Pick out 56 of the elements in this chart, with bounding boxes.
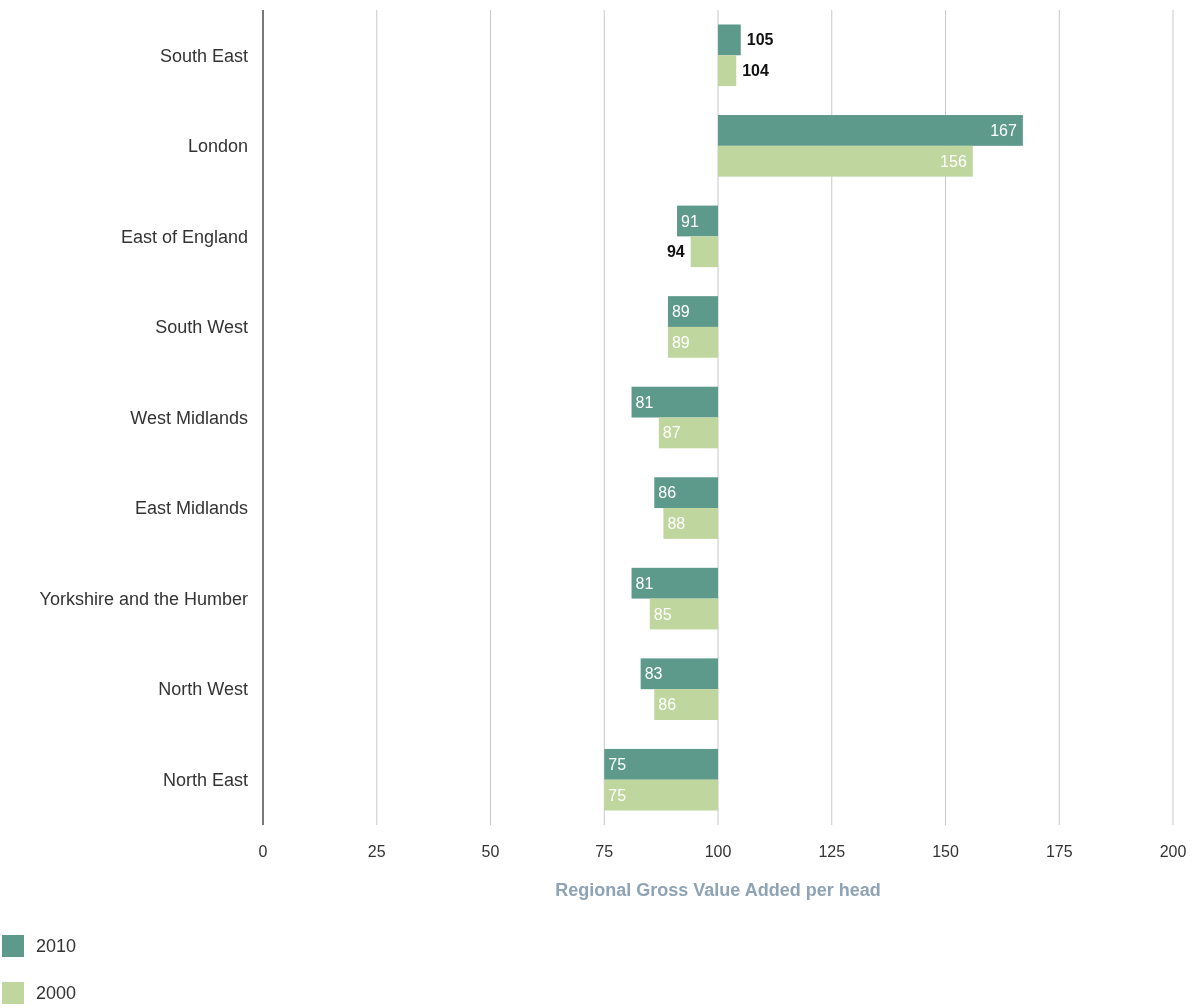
y-tick-label: South East — [159, 45, 248, 66]
y-tick-label: East Midlands — [134, 498, 248, 519]
y-tick-label: East of England — [120, 226, 248, 247]
bar — [654, 477, 718, 509]
data-label: 94 — [666, 243, 685, 261]
bar — [658, 417, 718, 449]
x-tick-label: 150 — [932, 843, 959, 860]
y-tick-label: West Midlands — [130, 407, 248, 428]
x-tick-label: 200 — [1159, 843, 1187, 860]
data-label: 167 — [990, 122, 1017, 140]
y-tick-label: London — [187, 136, 248, 157]
bar — [604, 748, 718, 780]
data-label: 89 — [671, 333, 690, 351]
data-label: 88 — [667, 515, 686, 533]
x-tick-label: 75 — [595, 843, 614, 860]
x-tick-label: 100 — [704, 843, 732, 860]
legend-label: 2010 — [36, 936, 77, 957]
data-label: 75 — [608, 755, 627, 773]
data-label: 91 — [681, 212, 699, 230]
x-tick-label: 25 — [367, 843, 386, 860]
bar — [604, 779, 718, 811]
x-axis-title: Regional Gross Value Added per head — [555, 880, 881, 900]
legend-label: 2000 — [36, 983, 77, 1004]
data-label: 75 — [608, 786, 627, 804]
data-label: 86 — [658, 696, 677, 714]
data-label: 87 — [662, 424, 681, 442]
data-label: 105 — [746, 31, 774, 49]
bar — [667, 296, 718, 327]
bar — [654, 689, 718, 720]
data-label: 85 — [653, 605, 672, 623]
bar — [718, 145, 973, 177]
y-tick-label: South West — [155, 317, 248, 338]
y-tick-label: North East — [162, 770, 248, 791]
data-label: 81 — [635, 393, 654, 411]
y-tick-label: North West — [158, 679, 248, 700]
x-tick-label: 50 — [481, 843, 500, 860]
bar — [690, 236, 718, 268]
data-label: 104 — [742, 62, 769, 80]
bar — [631, 567, 718, 599]
y-tick-label: Yorkshire and the Humber — [39, 588, 248, 609]
bar — [718, 115, 1023, 146]
bar — [667, 326, 718, 358]
data-label: 86 — [658, 484, 677, 502]
x-tick-label: 125 — [818, 843, 846, 860]
data-label: 89 — [671, 303, 690, 321]
bar — [649, 598, 718, 630]
bar — [663, 508, 718, 539]
data-label: 156 — [940, 152, 967, 170]
data-label: 83 — [644, 665, 663, 683]
bar — [640, 658, 718, 690]
bar — [631, 386, 718, 418]
bar — [718, 24, 741, 56]
x-tick-label: 175 — [1045, 843, 1073, 860]
data-label: 81 — [635, 574, 654, 592]
bar — [718, 55, 737, 87]
x-tick-label: 0 — [258, 843, 268, 860]
